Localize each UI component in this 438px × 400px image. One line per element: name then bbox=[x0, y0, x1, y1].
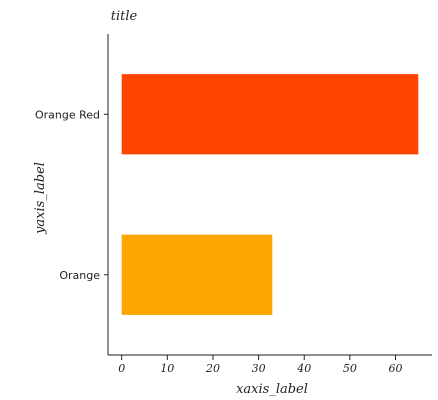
x-tick-label-20: 20 bbox=[205, 362, 220, 375]
bar-orange-red bbox=[121, 74, 419, 155]
bars-group bbox=[121, 74, 419, 315]
x-tick-label-0: 0 bbox=[118, 362, 125, 375]
chart-title: title bbox=[111, 9, 138, 24]
x-axis: 0 10 20 30 40 50 60 bbox=[108, 354, 432, 375]
x-tick-label-40: 40 bbox=[296, 362, 311, 375]
x-axis-label: xaxis_label bbox=[236, 382, 308, 397]
y-axis-label: yaxis_label bbox=[33, 162, 48, 235]
x-tick-label-30: 30 bbox=[252, 362, 266, 375]
bar-orange bbox=[121, 234, 273, 315]
x-tick-label-10: 10 bbox=[160, 362, 174, 375]
x-tick-label-50: 50 bbox=[343, 362, 357, 375]
y-tick-label-orange-red: Orange Red bbox=[35, 108, 100, 121]
y-axis: Orange Red Orange bbox=[35, 34, 109, 355]
y-tick-label-orange: Orange bbox=[59, 269, 100, 282]
x-tick-label-60: 60 bbox=[388, 362, 402, 375]
